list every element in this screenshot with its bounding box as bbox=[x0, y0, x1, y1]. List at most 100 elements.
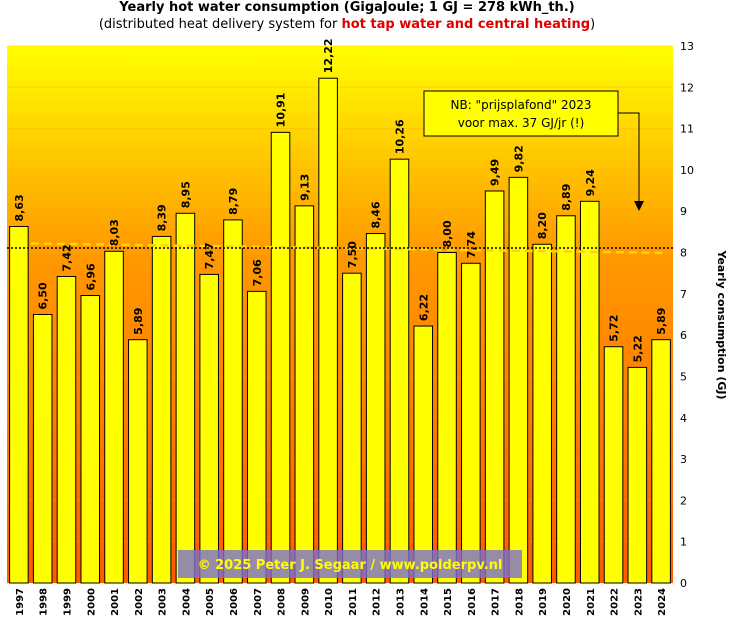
bar-2013 bbox=[389, 158, 410, 584]
bar-value-label-2010: 12,22 bbox=[322, 38, 335, 73]
bar-2004 bbox=[175, 212, 196, 584]
note-box: NB: "prijsplafond" 2023 voor max. 37 GJ/… bbox=[423, 90, 644, 211]
x-axis-ticks: 1997 1998 1999 2000 2001 2002 2003 2004 2005 2006… bbox=[15, 588, 668, 616]
bar-value-label-2012: 8,46 bbox=[370, 201, 383, 228]
y-tick-4: 4 bbox=[680, 412, 687, 425]
bar-value-label-2007: 7,06 bbox=[251, 259, 264, 286]
subtitle-before: (distributed heat delivery system for bbox=[98, 17, 342, 32]
bar-value-label-2002: 5,89 bbox=[132, 308, 145, 335]
bar-value-label-2011: 7,50 bbox=[346, 241, 359, 268]
note-box-frame bbox=[423, 90, 619, 137]
x-tick-2014: 2014 bbox=[419, 588, 430, 616]
y-tick-9: 9 bbox=[680, 205, 687, 218]
x-tick-2004: 2004 bbox=[181, 588, 192, 616]
bar-2008 bbox=[270, 131, 291, 584]
bar-2016 bbox=[461, 262, 481, 584]
bar-value-label-2005: 7,47 bbox=[203, 242, 216, 269]
x-tick-2011: 2011 bbox=[348, 588, 359, 616]
note-arrow-head-icon bbox=[634, 201, 644, 211]
bar-2015 bbox=[437, 252, 457, 584]
bar-value-label-2001: 8,03 bbox=[108, 219, 121, 246]
y-tick-13: 13 bbox=[680, 40, 694, 53]
bar-value-label-2016: 7,74 bbox=[465, 231, 478, 258]
x-tick-1998: 1998 bbox=[39, 588, 50, 616]
bar-2014 bbox=[413, 325, 434, 584]
credit-box: © 2025 Peter J. Segaar / www.polderpv.nl bbox=[178, 550, 522, 578]
bar-value-label-2008: 10,91 bbox=[275, 93, 288, 128]
bar-2024 bbox=[651, 339, 671, 584]
x-tick-2022: 2022 bbox=[610, 588, 621, 616]
reference-lines bbox=[7, 242, 673, 255]
y-tick-12: 12 bbox=[680, 81, 694, 94]
bar-value-label-2009: 9,13 bbox=[298, 174, 311, 201]
x-tick-2005: 2005 bbox=[205, 588, 216, 616]
bar-2001 bbox=[104, 250, 124, 584]
bar-2020 bbox=[556, 215, 576, 584]
bar-value-label-2019: 8,20 bbox=[536, 212, 549, 239]
bar-value-label-2021: 9,24 bbox=[584, 169, 597, 196]
y-tick-10: 10 bbox=[680, 164, 694, 177]
bar-value-label-2017: 9,49 bbox=[489, 159, 502, 186]
x-tick-2000: 2000 bbox=[86, 588, 97, 616]
bars bbox=[9, 77, 671, 584]
bar-1997 bbox=[9, 226, 29, 584]
x-tick-1997: 1997 bbox=[15, 588, 26, 616]
bar-value-label-1998: 6,50 bbox=[37, 282, 50, 309]
x-tick-2006: 2006 bbox=[229, 588, 240, 616]
chart-title: Yearly hot water consumption (GigaJoule;… bbox=[119, 0, 575, 15]
y-tick-11: 11 bbox=[680, 123, 694, 136]
x-tick-1999: 1999 bbox=[62, 588, 73, 616]
bar-value-label-2020: 8,89 bbox=[560, 184, 573, 211]
y-tick-7: 7 bbox=[680, 288, 687, 301]
bar-2012 bbox=[365, 233, 386, 584]
y-tick-0: 0 bbox=[680, 577, 687, 590]
y-tick-6: 6 bbox=[680, 329, 687, 342]
bar-2006 bbox=[223, 219, 243, 584]
bar-2002 bbox=[128, 339, 148, 584]
note-arrow-line bbox=[618, 112, 640, 203]
x-tick-2002: 2002 bbox=[134, 588, 145, 616]
x-tick-2012: 2012 bbox=[372, 588, 383, 616]
x-tick-2007: 2007 bbox=[253, 588, 264, 616]
y-tick-5: 5 bbox=[680, 370, 687, 383]
bar-value-label-2023: 5,22 bbox=[631, 335, 644, 362]
bar-value-label-1999: 7,42 bbox=[60, 244, 73, 271]
bar-value-label-1997: 8,63 bbox=[13, 194, 26, 221]
bar-2018 bbox=[508, 176, 529, 584]
note-line-2: voor max. 37 GJ/jr (!) bbox=[458, 116, 585, 130]
x-tick-2009: 2009 bbox=[300, 588, 311, 616]
chart-subtitle: (distributed heat delivery system for ho… bbox=[0, 17, 694, 33]
bar-value-label-2004: 8,95 bbox=[179, 181, 192, 208]
y-tick-8: 8 bbox=[680, 247, 687, 260]
x-tick-2008: 2008 bbox=[277, 588, 288, 616]
x-tick-2015: 2015 bbox=[443, 588, 454, 616]
x-tick-2019: 2019 bbox=[538, 588, 549, 616]
x-tick-2003: 2003 bbox=[158, 588, 169, 616]
x-tick-2021: 2021 bbox=[586, 588, 597, 616]
y-tick-2: 2 bbox=[680, 494, 687, 507]
x-tick-2023: 2023 bbox=[633, 588, 644, 616]
bar-1998 bbox=[32, 314, 53, 584]
bar-value-label-2006: 8,79 bbox=[227, 188, 240, 215]
x-tick-2010: 2010 bbox=[324, 588, 335, 616]
x-tick-2020: 2020 bbox=[562, 588, 573, 616]
x-tick-2001: 2001 bbox=[110, 588, 121, 616]
bar-value-label-2015: 8,00 bbox=[441, 220, 454, 247]
y-tick-3: 3 bbox=[680, 453, 687, 466]
x-tick-2013: 2013 bbox=[395, 588, 406, 616]
bar-2009 bbox=[294, 205, 315, 584]
bar-2022 bbox=[603, 346, 624, 584]
bar-value-label-2022: 5,72 bbox=[608, 315, 621, 342]
x-tick-2017: 2017 bbox=[491, 588, 502, 616]
bar-2010 bbox=[318, 77, 338, 584]
bar-2007 bbox=[246, 290, 267, 584]
bar-value-label-2018: 9,82 bbox=[512, 145, 525, 172]
bar-value-label-2003: 8,39 bbox=[156, 204, 169, 231]
bar-2021 bbox=[579, 200, 600, 584]
bar-2003 bbox=[151, 235, 172, 584]
x-tick-2016: 2016 bbox=[467, 588, 478, 616]
bar-2005 bbox=[199, 273, 219, 584]
y-tick-1: 1 bbox=[680, 536, 687, 549]
